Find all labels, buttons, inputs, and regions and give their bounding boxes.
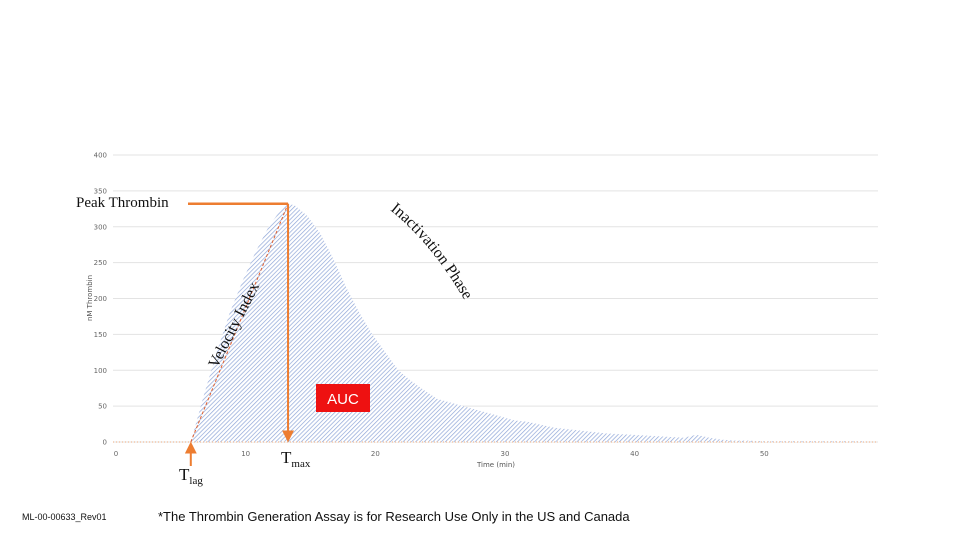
tmax-label: Tmax (281, 448, 311, 470)
research-use-disclaimer: *The Thrombin Generation Assay is for Re… (158, 509, 630, 524)
x-tick-label: 20 (371, 450, 380, 458)
x-tick-label: 0 (114, 450, 118, 458)
x-tick-label: 10 (241, 450, 250, 458)
y-tick-label: 200 (94, 295, 107, 303)
y-tick-label: 150 (94, 331, 107, 339)
x-tick-label: 30 (501, 450, 510, 458)
y-tick-label: 300 (94, 223, 107, 231)
document-id: ML-00-00633_Rev01 (22, 512, 107, 522)
auc-box: AUC (316, 384, 370, 412)
y-tick-label: 400 (94, 152, 107, 160)
y-tick-labels: 0 50 100 150 200 250 300 350 400 (94, 152, 107, 447)
x-tick-labels: 0 10 20 30 40 50 (114, 450, 769, 458)
y-tick-label: 0 (103, 439, 107, 447)
x-axis-title: Time (min) (476, 461, 515, 469)
velocity-index-line (190, 203, 289, 443)
inactivation-phase-label: Inactivation Phase (387, 200, 475, 302)
thrombin-area-series (190, 203, 865, 442)
y-tick-label: 50 (98, 403, 107, 411)
y-tick-label: 100 (94, 367, 107, 375)
auc-label: AUC (327, 391, 359, 408)
y-axis-title: nM Thrombin (86, 275, 94, 321)
tlag-label: Tlag (179, 465, 203, 487)
x-tick-label: 50 (760, 450, 769, 458)
y-tick-label: 350 (94, 187, 107, 195)
peak-thrombin-label: Peak Thrombin (76, 195, 169, 211)
y-tick-label: 250 (94, 259, 107, 267)
x-tick-label: 40 (630, 450, 639, 458)
